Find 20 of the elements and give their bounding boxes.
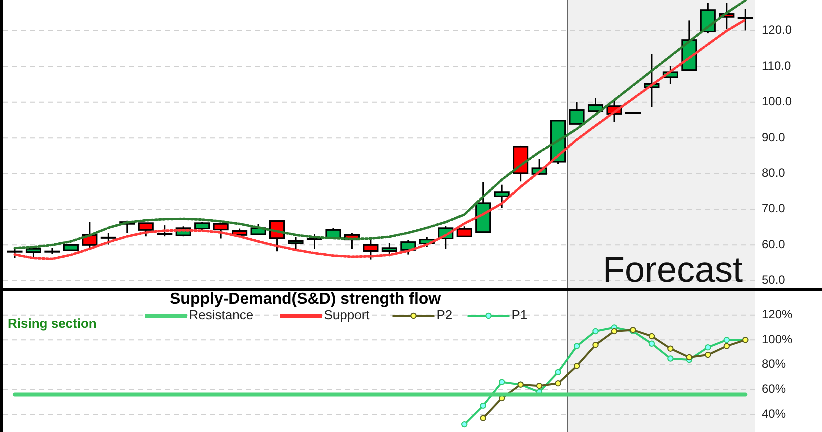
legend-label: P1	[512, 307, 528, 322]
y-tick-label: 120.0	[762, 23, 792, 38]
y-tick-label: 110.0	[762, 58, 792, 73]
y-tick-label: 100.0	[762, 94, 792, 109]
y-tick-label: 90.0	[762, 130, 786, 144]
y-tick-label: 100%	[762, 332, 794, 346]
annotation: Rising section	[8, 316, 97, 331]
chart-title: Supply-Demand(S&D) strength flow	[170, 291, 442, 308]
y-tick-label: 70.0	[762, 202, 786, 216]
legend-label: Support	[324, 307, 370, 322]
annotation: Forecast	[602, 249, 743, 290]
y-tick-label: 60.0	[762, 237, 786, 252]
y-tick-label: 80%	[762, 357, 786, 372]
legend-label: Resistance	[189, 307, 254, 322]
y-tick-label: 50.0	[762, 273, 786, 288]
y-tick-label: 80.0	[762, 166, 786, 180]
y-tick-label: 120%	[762, 308, 794, 322]
legend-label: P2	[436, 307, 453, 322]
y-tick-label: 60%	[762, 382, 786, 396]
y-tick-label: 40%	[762, 406, 786, 421]
